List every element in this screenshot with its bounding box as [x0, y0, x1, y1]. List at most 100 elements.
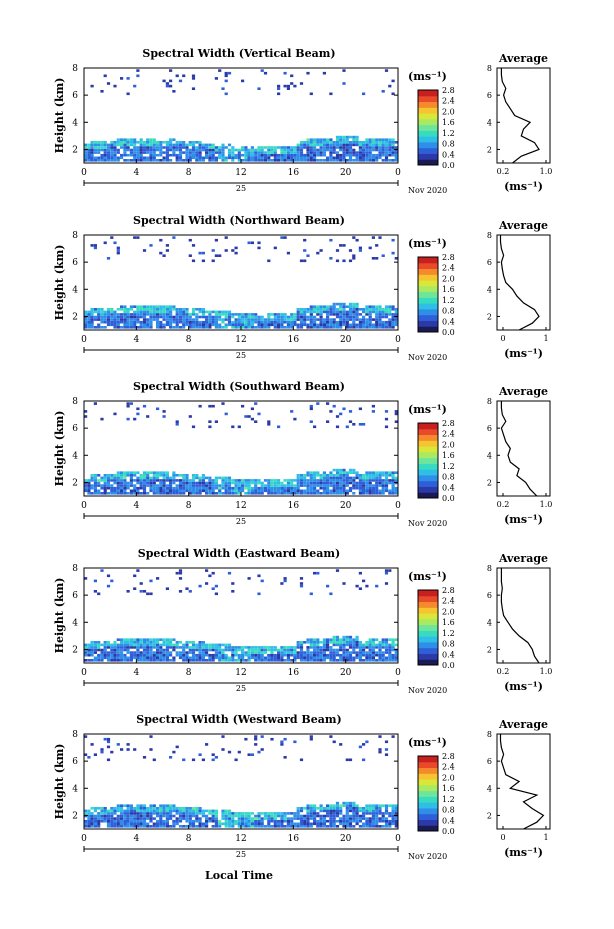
heatmap-cell [313, 651, 317, 654]
heatmap-cell [313, 656, 317, 660]
heatmap-cell [293, 479, 297, 482]
heatmap-cell [394, 151, 398, 154]
heatmap-cell [365, 151, 369, 154]
heatmap-cell [365, 659, 369, 662]
heatmap-cell [280, 151, 284, 154]
x-tick-label: 20 [340, 668, 352, 678]
heatmap-cell [306, 254, 310, 257]
heatmap-cell [146, 492, 150, 495]
heatmap-cell [365, 476, 369, 480]
heatmap-cell [375, 310, 379, 314]
heatmap-cell [93, 151, 97, 154]
heatmap-cell [384, 809, 389, 813]
heatmap-cell [146, 646, 150, 649]
heatmap-cell [103, 648, 107, 652]
heatmap-cell [277, 146, 281, 149]
heatmap-cell [326, 305, 330, 308]
heatmap-cell [139, 313, 143, 316]
heatmap-cell [120, 822, 124, 826]
heatmap-cell [234, 819, 238, 823]
heatmap-cell [309, 141, 313, 144]
colorbar-swatch [418, 474, 438, 482]
heatmap-cell [371, 318, 375, 321]
heatmap-cell [159, 812, 163, 815]
heatmap-cell [270, 492, 274, 495]
heatmap-cell [378, 323, 382, 327]
heatmap-cell [120, 492, 124, 495]
heatmap-cell [381, 479, 385, 482]
heatmap-cell [309, 812, 313, 815]
heatmap-cell [342, 653, 346, 657]
heatmap-cell [123, 141, 127, 144]
heatmap-cell [126, 143, 130, 147]
heatmap-cell [159, 238, 163, 242]
heatmap-cell [241, 313, 245, 316]
heatmap-cell [345, 825, 349, 828]
heatmap-cell [165, 817, 169, 820]
heatmap-cell [106, 323, 111, 327]
heatmap-cell [339, 817, 343, 820]
heatmap-cell [241, 326, 245, 329]
heatmap-cell [381, 641, 385, 644]
heatmap-cell [126, 748, 130, 751]
heatmap-cell [378, 153, 382, 157]
heatmap-cell [388, 323, 392, 327]
heatmap-cell [195, 481, 199, 485]
heatmap-cell [142, 313, 147, 316]
heatmap-cell [290, 481, 294, 485]
heatmap-cell [172, 822, 176, 826]
heatmap-cell [247, 812, 251, 815]
heatmap-cell [339, 479, 343, 482]
heatmap-cell [218, 318, 222, 321]
heatmap-cell [322, 819, 326, 823]
heatmap-cell [172, 809, 176, 813]
panel-title: Spectral Width (Vertical Beam) [142, 47, 335, 60]
heatmap-cell [322, 651, 326, 654]
heatmap-cells [84, 402, 398, 495]
heatmap-cell [129, 492, 133, 495]
heatmap-cell [90, 320, 94, 324]
heatmap-cell [103, 148, 107, 152]
heatmap-cell [165, 804, 169, 807]
heatmap-cell [162, 804, 166, 807]
heatmap-cell [348, 135, 353, 139]
heatmap-cell [368, 638, 372, 641]
heatmap-cell [129, 484, 133, 487]
heatmap-cell [283, 326, 287, 329]
y-tick-label: 2 [72, 645, 78, 655]
heatmap-cell [299, 151, 304, 154]
heatmap-cell [198, 141, 202, 144]
heatmap-cell [293, 320, 297, 324]
heatmap-cell [348, 148, 353, 152]
heatmap-cell [326, 143, 330, 147]
heatmap-cell [152, 143, 156, 147]
heatmap-cell [224, 812, 228, 815]
heatmap-cell [241, 651, 245, 654]
heatmap-cell [296, 484, 300, 487]
heatmap-cell [348, 410, 353, 413]
heatmap-cell [106, 817, 111, 820]
heatmap-cell [123, 659, 127, 662]
heatmap-cell [237, 153, 241, 157]
heatmap-cell [214, 814, 218, 818]
heatmap-cell [381, 651, 385, 654]
heatmap-cell [218, 825, 222, 828]
heatmap-cell [299, 323, 304, 327]
heatmap-cell [358, 481, 362, 485]
heatmap-cell [113, 315, 117, 319]
heatmap-cell [303, 653, 307, 657]
heatmap-cell [165, 143, 169, 147]
heatmap-cell [247, 320, 251, 324]
heatmap-cell [309, 313, 313, 316]
heatmap-cell [221, 146, 225, 149]
heatmap-cell [208, 656, 212, 660]
heatmap-cell [381, 653, 385, 657]
heatmap-cells [84, 735, 398, 828]
heatmap-cell [352, 825, 356, 828]
heatmap-cell [267, 484, 271, 487]
heatmap-cell [162, 410, 166, 413]
heatmap-cell [142, 249, 147, 252]
heatmap-cell [365, 146, 369, 149]
heatmap-cell [136, 659, 140, 662]
heatmap-cell [227, 492, 232, 495]
